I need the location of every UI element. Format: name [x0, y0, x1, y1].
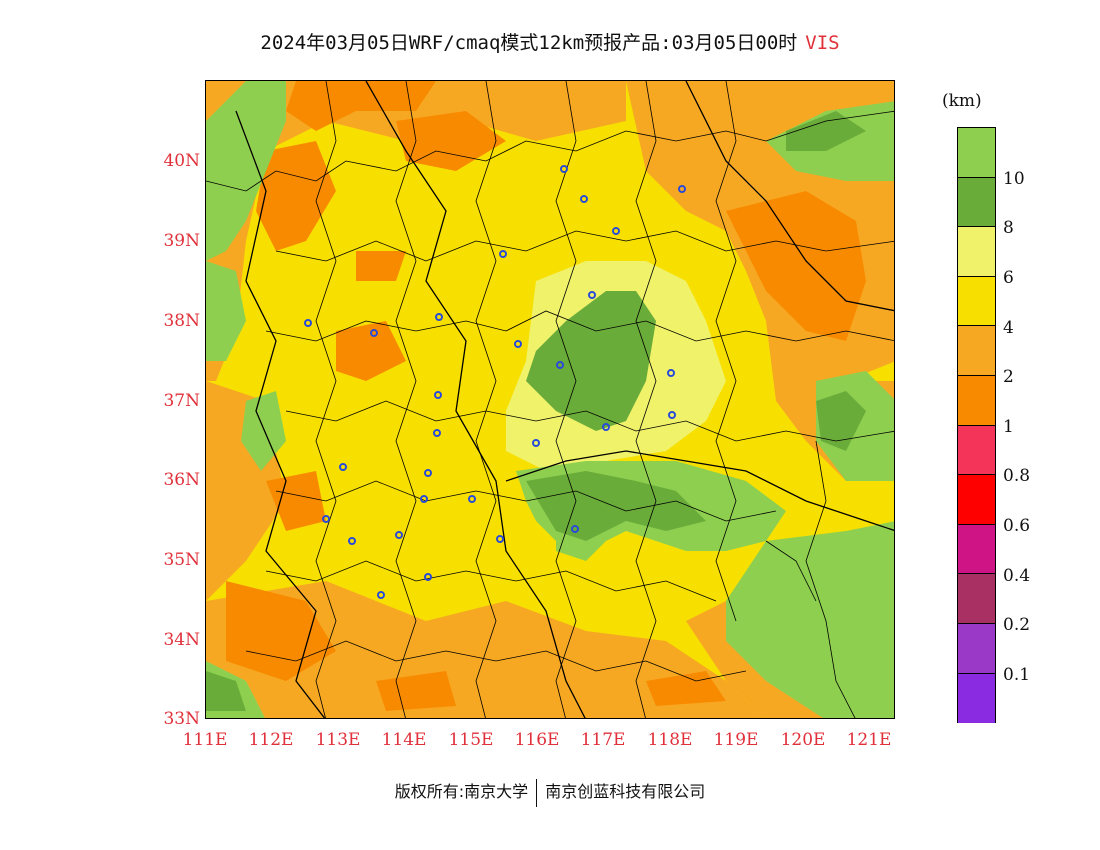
map-title: 2024年03月05日WRF/cmaq模式12km预报产品:03月05日00时 V… [0, 28, 1100, 55]
legend-label: 8 [1003, 218, 1014, 238]
copyright-right: 南京创蓝科技有限公司 [545, 782, 706, 801]
lat-label-39n: 39N [163, 231, 200, 251]
lon-label-111e: 111E [182, 730, 228, 750]
lon-label-113e: 113E [315, 730, 361, 750]
lon-label-117e: 117E [580, 730, 626, 750]
lon-label-121e: 121E [846, 730, 892, 750]
visibility-map [205, 80, 895, 719]
lat-label-37n: 37N [163, 391, 200, 411]
legend-label: 0.4 [1003, 566, 1031, 586]
legend-label: 1 [1003, 417, 1014, 437]
lat-label-35n: 35N [163, 550, 200, 570]
lon-label-116e: 116E [514, 730, 560, 750]
color-bar-box [958, 276, 995, 327]
footer-separator [536, 778, 538, 807]
lat-label-36n: 36N [163, 470, 200, 490]
lon-label-115e: 115E [448, 730, 494, 750]
color-bar-box [958, 475, 995, 525]
legend-label: 0.2 [1003, 615, 1031, 635]
copyright-footer: 版权所有:南京大学 南京创蓝科技有限公司 [0, 778, 1100, 807]
color-bar-box [958, 574, 995, 624]
color-bar-box [958, 623, 995, 674]
color-bar-box [958, 524, 995, 575]
legend-label: 0.1 [1003, 665, 1031, 685]
color-bar-box [958, 177, 995, 228]
copyright-left: 版权所有:南京大学 [394, 782, 529, 801]
color-bar [957, 127, 996, 724]
legend-label: 10 [1003, 169, 1025, 189]
lon-label-118e: 118E [647, 730, 693, 750]
lat-label-34n: 34N [163, 630, 200, 650]
color-bar-box [958, 128, 995, 178]
color-bar-box [958, 673, 995, 724]
lon-label-119e: 119E [713, 730, 759, 750]
color-bar-box [958, 326, 995, 376]
lon-label-120e: 120E [780, 730, 826, 750]
lat-label-38n: 38N [163, 311, 200, 331]
visibility-map-svg [206, 81, 894, 718]
legend-label: 6 [1003, 268, 1014, 288]
legend-label: 2 [1003, 367, 1014, 387]
color-bar-box [958, 425, 995, 476]
legend-label: 0.6 [1003, 516, 1031, 536]
legend-label: 0.8 [1003, 466, 1031, 486]
legend-unit: (km) [942, 91, 982, 111]
color-bar-box [958, 227, 995, 277]
color-bar-box [958, 375, 995, 426]
lon-label-112e: 112E [248, 730, 294, 750]
lon-label-114e: 114E [381, 730, 427, 750]
lat-label-40n: 40N [163, 151, 200, 171]
map-title-variable: VIS [805, 32, 840, 54]
map-title-main: 2024年03月05日WRF/cmaq模式12km预报产品:03月05日00时 [260, 32, 798, 54]
legend-label: 4 [1003, 318, 1014, 338]
lat-label-33n: 33N [163, 709, 200, 729]
